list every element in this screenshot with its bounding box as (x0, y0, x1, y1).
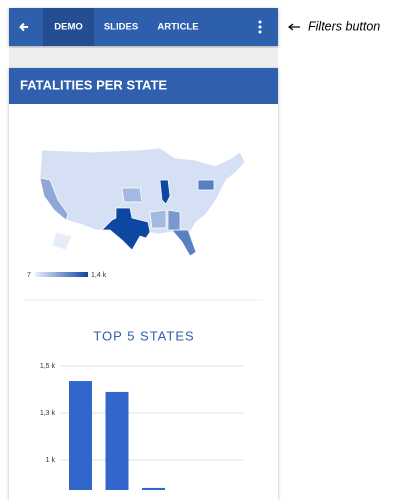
card (9, 68, 278, 500)
tab[interactable]: ARTICLE (157, 22, 198, 33)
state (171, 229, 197, 257)
card-header (9, 68, 278, 104)
y-tick-label: 1 k (46, 457, 56, 464)
state (121, 187, 143, 203)
bar (69, 381, 92, 490)
dot (258, 20, 262, 24)
card-title: FATALITIES PER STATE (20, 77, 167, 92)
tab[interactable]: SLIDES (104, 22, 138, 33)
state (167, 209, 181, 231)
filters-button[interactable] (258, 20, 262, 34)
state (149, 209, 167, 229)
dot (258, 25, 262, 29)
alaska (51, 231, 73, 251)
legend-gradient (35, 272, 88, 277)
active-tab-bg (43, 8, 94, 46)
bar (105, 391, 129, 490)
legend-max: 1,4 k (91, 272, 107, 279)
back-button[interactable] (19, 22, 29, 32)
state (39, 177, 69, 221)
y-tick-label: 1,5 k (40, 363, 56, 370)
state (159, 179, 171, 205)
chart-title: TOP 5 STATES (93, 328, 194, 343)
legend-min: 7 (27, 272, 31, 279)
us-map (39, 147, 246, 257)
back-icon (19, 22, 28, 32)
tab[interactable]: DEMO (54, 22, 83, 33)
annotation: Filters button (308, 19, 380, 33)
dot (258, 30, 262, 34)
annotation-arrow (288, 23, 300, 31)
y-tick-label: 1,3 k (40, 410, 56, 417)
state (197, 179, 215, 191)
state (101, 207, 151, 251)
bar (142, 487, 165, 490)
